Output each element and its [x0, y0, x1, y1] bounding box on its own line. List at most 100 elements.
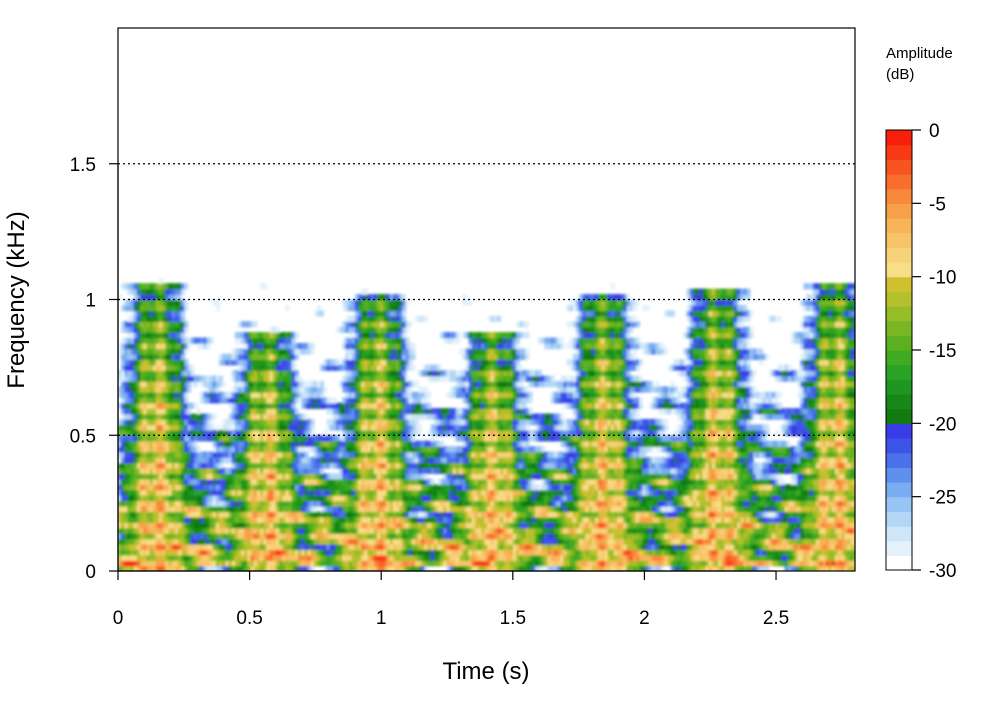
heat-cell	[203, 397, 208, 404]
heat-cell	[269, 565, 274, 571]
heat-cell	[449, 473, 454, 480]
heat-cell	[231, 402, 236, 409]
heat-cell	[345, 554, 350, 561]
heat-cell	[253, 554, 258, 561]
heat-cell	[231, 370, 236, 377]
heat-cell	[345, 304, 350, 312]
heat-cell	[159, 560, 164, 567]
heat-cell	[263, 413, 268, 420]
heat-cell	[155, 353, 160, 361]
heat-cell	[370, 380, 375, 388]
heat-cell	[449, 494, 454, 502]
heat-cell	[241, 484, 246, 491]
heat-cell	[282, 429, 287, 437]
heat-cell	[155, 484, 160, 491]
heat-cell	[256, 543, 261, 551]
heat-cell	[228, 413, 233, 420]
heat-cell	[212, 299, 217, 306]
heat-cell	[364, 505, 369, 513]
heat-cell	[140, 516, 145, 523]
heat-cell	[471, 332, 476, 339]
heat-cell	[121, 375, 126, 382]
heat-cell	[474, 446, 479, 453]
heat-cell	[121, 467, 126, 475]
heat-cell	[395, 332, 400, 339]
heat-cell	[367, 337, 372, 344]
heat-cell	[370, 505, 375, 513]
heat-cell	[380, 375, 385, 382]
heat-cell	[219, 543, 224, 551]
heat-cell	[313, 473, 318, 480]
heat-cell	[449, 451, 454, 458]
heat-cell	[478, 353, 483, 361]
heat-cell	[332, 446, 337, 453]
heat-cell	[143, 288, 148, 295]
heat-cell	[332, 462, 337, 469]
heat-cell	[215, 484, 220, 491]
heat-cell	[184, 402, 189, 409]
heat-cell	[462, 456, 467, 464]
heat-cell	[174, 294, 179, 301]
heat-cell	[418, 527, 423, 534]
heat-cell	[152, 538, 157, 545]
heat-cell	[411, 446, 416, 453]
heat-cell	[219, 462, 224, 469]
heat-cell	[190, 554, 195, 561]
heat-cell	[395, 554, 400, 561]
heat-cell	[253, 386, 258, 393]
heat-cell	[178, 386, 182, 393]
heat-cell	[118, 451, 122, 458]
heat-cell	[361, 375, 366, 382]
heat-cell	[395, 446, 400, 453]
heat-cell	[272, 478, 277, 485]
heat-cell	[124, 429, 129, 437]
heat-cell	[275, 429, 280, 437]
heat-cell	[399, 397, 404, 404]
heat-cell	[250, 522, 255, 529]
heat-cell	[459, 391, 464, 399]
heat-cell	[380, 446, 385, 453]
heat-cell	[143, 413, 148, 420]
heat-cell	[155, 429, 160, 437]
heat-cell	[465, 543, 470, 551]
heat-cell	[149, 565, 154, 571]
heat-cell	[367, 299, 372, 306]
heat-cell	[427, 456, 432, 464]
heat-cell	[421, 315, 426, 323]
heat-cell	[174, 484, 179, 491]
heat-cell	[405, 435, 410, 442]
heat-cell	[127, 435, 132, 442]
heat-cell	[187, 424, 192, 431]
heat-cell	[313, 440, 318, 447]
heat-cell	[399, 511, 404, 518]
heat-cell	[121, 543, 126, 551]
heat-cell	[209, 467, 214, 475]
heat-cell	[143, 467, 148, 475]
heat-cell	[178, 418, 182, 426]
heat-cell	[234, 462, 239, 469]
heat-cell	[181, 500, 186, 507]
heat-cell	[437, 560, 441, 567]
heat-cell	[364, 348, 369, 355]
heat-cell	[298, 560, 302, 567]
heat-cell	[294, 549, 299, 556]
heat-cell	[471, 348, 476, 355]
heat-cell	[304, 532, 309, 540]
heat-cell	[279, 386, 284, 393]
heat-cell	[351, 359, 356, 366]
heat-cell	[430, 560, 435, 567]
heat-cell	[130, 413, 135, 420]
heat-cell	[399, 543, 404, 551]
heat-cell	[222, 446, 227, 453]
heat-cell	[449, 543, 454, 551]
heat-cell	[222, 527, 227, 534]
heat-cell	[440, 554, 445, 561]
heat-cell	[124, 435, 129, 442]
heat-cell	[181, 418, 186, 426]
heat-cell	[155, 538, 160, 545]
heat-cell	[127, 408, 132, 415]
heat-cell	[358, 353, 363, 361]
heat-cell	[351, 391, 356, 399]
heat-cell	[275, 511, 280, 518]
heat-cell	[159, 364, 164, 371]
